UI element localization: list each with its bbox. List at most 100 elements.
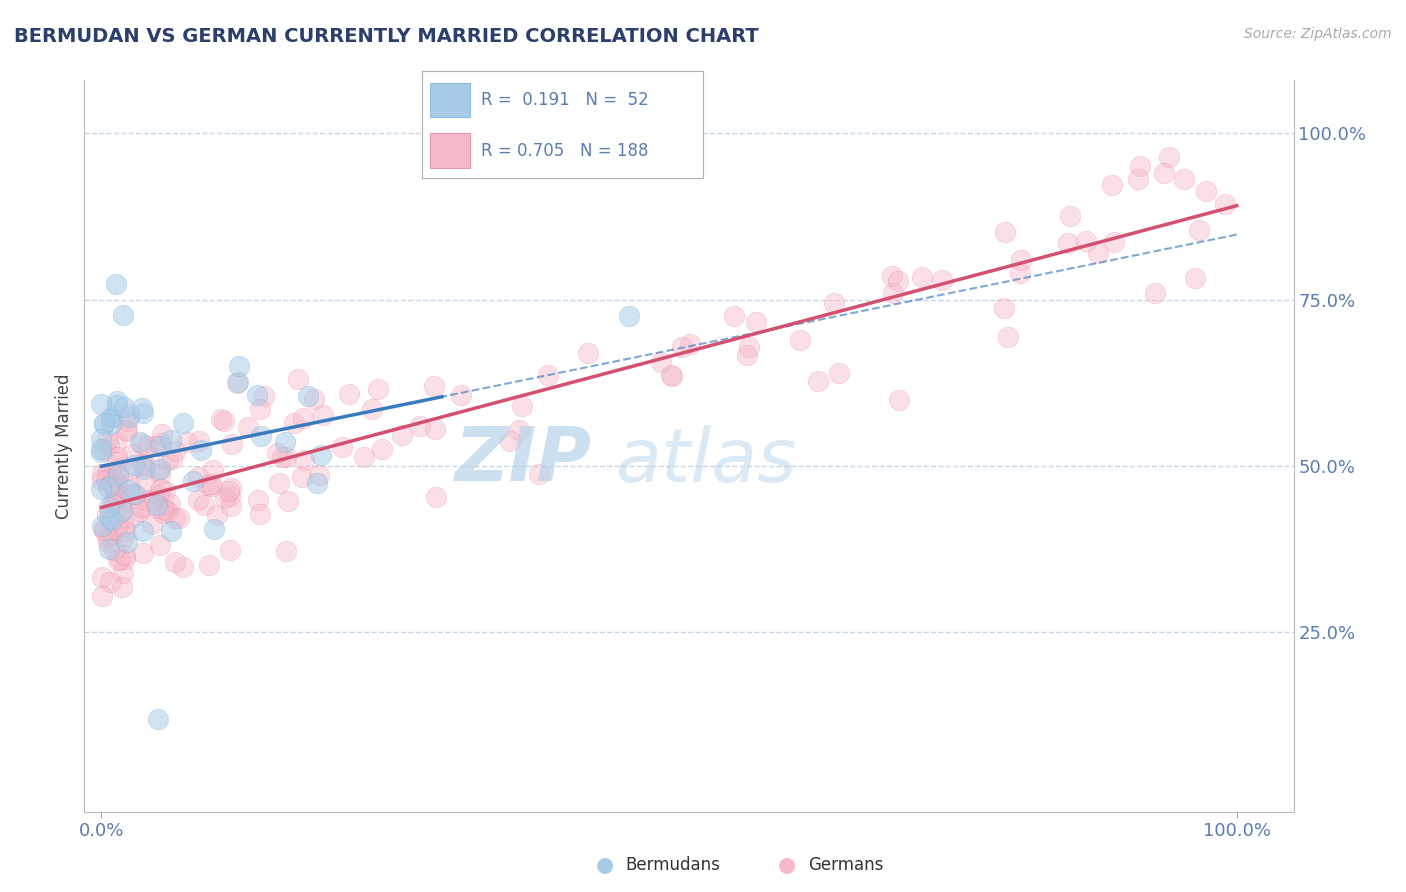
Point	[931, 273, 953, 287]
Point	[115, 535, 138, 549]
Point	[880, 269, 903, 284]
Point	[218, 483, 240, 498]
Text: BERMUDAN VS GERMAN CURRENTLY MARRIED CORRELATION CHART: BERMUDAN VS GERMAN CURRENTLY MARRIED COR…	[14, 27, 759, 45]
Point	[128, 503, 150, 517]
Point	[219, 543, 242, 558]
Point	[105, 398, 128, 412]
Point	[302, 392, 325, 406]
Point	[148, 488, 170, 502]
Point	[212, 414, 235, 428]
Point	[249, 401, 271, 416]
Point	[105, 522, 128, 536]
Point	[101, 527, 124, 541]
Point	[200, 477, 222, 491]
Point	[143, 491, 166, 506]
Point	[107, 467, 129, 482]
Point	[291, 469, 314, 483]
Point	[249, 508, 271, 522]
Point	[148, 463, 170, 477]
Point	[93, 443, 115, 458]
Point	[292, 453, 315, 467]
Point	[498, 434, 520, 448]
Point	[176, 434, 198, 449]
Point	[219, 481, 242, 495]
Point	[291, 411, 314, 425]
Point	[148, 501, 170, 516]
Point	[197, 477, 219, 491]
Point	[159, 524, 181, 539]
Point	[141, 516, 163, 531]
Point	[100, 410, 122, 425]
Point	[209, 412, 232, 426]
Point	[90, 570, 112, 584]
Point	[187, 469, 209, 483]
Point	[723, 310, 745, 324]
Point	[1074, 234, 1097, 248]
Point	[337, 387, 360, 401]
Point	[122, 487, 145, 501]
Point	[155, 502, 177, 516]
Point	[146, 712, 169, 726]
Point	[576, 346, 599, 360]
Point	[1195, 184, 1218, 198]
Point	[149, 435, 172, 450]
Text: ●: ●	[779, 855, 796, 875]
Point	[120, 462, 142, 476]
Point	[100, 476, 122, 491]
Point	[122, 458, 145, 473]
Point	[111, 580, 134, 594]
Point	[114, 548, 136, 562]
Point	[737, 340, 759, 354]
Point	[115, 424, 138, 438]
Point	[679, 336, 702, 351]
Point	[112, 566, 135, 581]
Point	[1215, 197, 1237, 211]
Point	[353, 450, 375, 464]
Point	[134, 457, 156, 471]
Point	[882, 285, 904, 300]
Point	[361, 402, 384, 417]
Point	[181, 474, 204, 488]
Point	[276, 450, 298, 464]
Point	[104, 479, 127, 493]
Point	[214, 491, 236, 505]
Point	[98, 542, 121, 557]
Point	[134, 458, 156, 473]
Point	[807, 374, 830, 388]
Point	[105, 435, 128, 450]
Point	[90, 397, 112, 411]
Point	[100, 513, 122, 527]
Point	[887, 274, 910, 288]
Point	[111, 308, 134, 322]
Point	[134, 476, 156, 491]
Point	[101, 467, 124, 481]
Point	[205, 508, 228, 523]
Point	[249, 428, 271, 442]
Point	[105, 455, 128, 469]
Point	[132, 524, 155, 539]
Point	[114, 524, 136, 538]
Point	[527, 467, 550, 481]
Point	[274, 435, 297, 450]
Text: atlas: atlas	[616, 425, 797, 497]
Point	[828, 366, 851, 380]
Point	[308, 467, 330, 482]
Point	[163, 443, 186, 458]
Point	[91, 467, 114, 482]
Point	[97, 480, 120, 494]
Point	[887, 393, 910, 408]
Point	[221, 437, 243, 451]
Point	[312, 408, 335, 422]
Point	[90, 442, 112, 457]
Point	[537, 368, 560, 383]
Point	[90, 589, 112, 603]
Point	[105, 393, 128, 408]
Point	[112, 401, 135, 415]
Point	[425, 490, 447, 504]
Text: Source: ZipAtlas.com: Source: ZipAtlas.com	[1244, 27, 1392, 41]
Point	[247, 492, 270, 507]
Point	[101, 496, 124, 510]
Point	[1159, 150, 1181, 164]
Point	[97, 530, 120, 544]
Point	[146, 498, 169, 512]
